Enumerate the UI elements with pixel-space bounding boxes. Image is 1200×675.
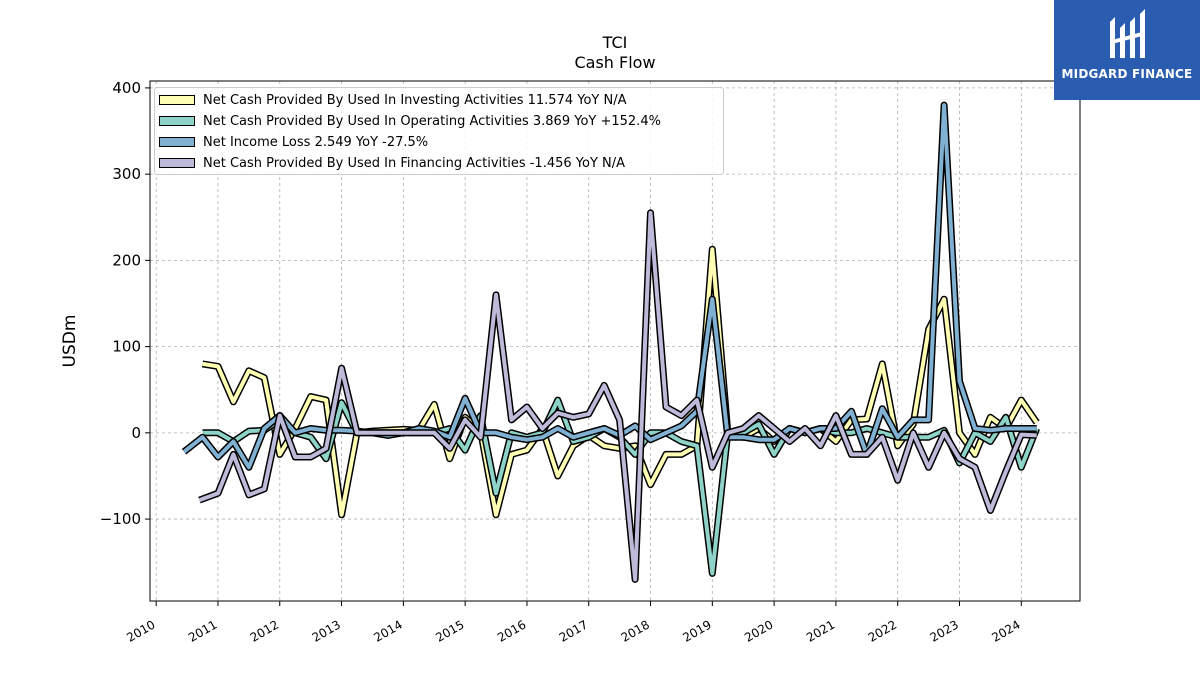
legend-item: Net Cash Provided By Used In Investing A…	[159, 91, 627, 109]
chart-subtitle: Cash Flow	[574, 53, 655, 72]
x-tick-label: 2022	[866, 617, 899, 644]
x-tick-label: 2021	[804, 617, 837, 644]
y-tick-label: 0	[131, 424, 141, 442]
legend-swatch	[159, 158, 195, 168]
y-tick-label: 100	[112, 338, 141, 356]
x-tick-label: 2018	[619, 617, 652, 644]
x-tick-label: 2016	[495, 617, 528, 644]
x-tick-label: 2014	[371, 617, 404, 644]
x-tick-label: 2010	[124, 617, 157, 644]
chart-title: TCI	[602, 33, 628, 52]
legend-swatch	[159, 137, 195, 147]
legend-item: Net Cash Provided By Used In Financing A…	[159, 154, 625, 172]
legend-label: Net Cash Provided By Used In Operating A…	[203, 113, 661, 129]
brand-logo: MIDGARD FINANCE	[1054, 0, 1200, 100]
y-tick-label: 200	[112, 251, 141, 269]
x-tick-label: 2024	[989, 617, 1022, 644]
y-axis-ticks: −100 0 100 200 300 400	[100, 79, 150, 528]
y-tick-label: 300	[112, 165, 141, 183]
y-tick-label: −100	[100, 510, 141, 528]
legend-label: Net Cash Provided By Used In Investing A…	[203, 92, 627, 108]
x-tick-label: 2023	[928, 617, 961, 644]
x-tick-label: 2017	[557, 617, 590, 644]
x-tick-label: 2012	[248, 617, 281, 644]
x-tick-label: 2011	[186, 617, 219, 644]
logo-mark-icon	[1110, 9, 1145, 58]
x-tick-label: 2015	[433, 617, 466, 644]
legend-item: Net Cash Provided By Used In Operating A…	[159, 112, 661, 130]
x-tick-label: 2013	[310, 617, 343, 644]
legend-label: Net Cash Provided By Used In Financing A…	[203, 155, 626, 171]
x-tick-label: 2020	[742, 617, 775, 644]
chart-legend: Net Cash Provided By Used In Investing A…	[154, 87, 724, 175]
legend-item: Net Income Loss 2.549 YoY -27.5%	[159, 133, 428, 151]
x-axis-ticks: 2010 2011 2012 2013 2014 2015 2016 2017 2018 2019…	[124, 601, 1023, 645]
logo-text: MIDGARD FINANCE	[1061, 67, 1193, 81]
series-lines	[181, 101, 1040, 583]
legend-swatch	[159, 95, 195, 105]
y-axis-label: USDm	[60, 315, 80, 368]
y-tick-label: 400	[112, 79, 141, 97]
legend-label: Net Income Loss 2.549 YoY -27.5%	[203, 134, 429, 150]
legend-swatch	[159, 116, 195, 126]
x-tick-label: 2019	[680, 617, 713, 644]
plot-frame	[149, 80, 1081, 602]
series-line	[198, 210, 1037, 582]
